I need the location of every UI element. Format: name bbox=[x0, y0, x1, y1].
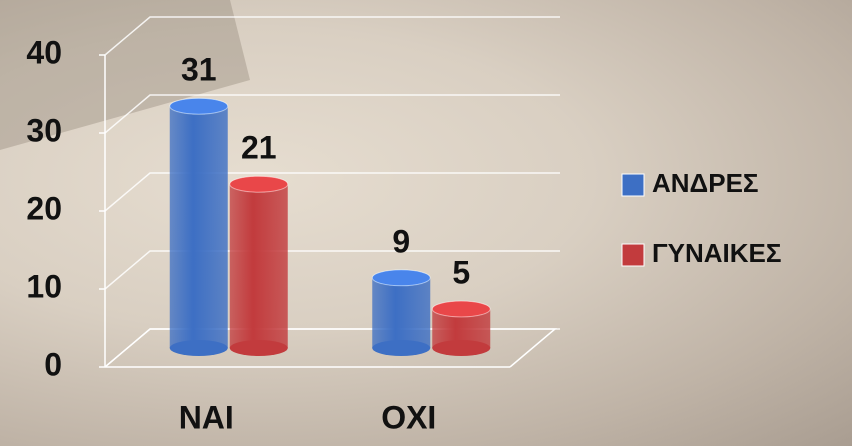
data-label: 21 bbox=[241, 130, 277, 166]
data-label: 5 bbox=[452, 254, 470, 290]
bar bbox=[229, 184, 288, 348]
y-tick-label: 0 bbox=[44, 346, 62, 382]
legend-label: ΑΝΔΡΕΣ bbox=[652, 168, 759, 198]
data-label: 31 bbox=[181, 52, 217, 88]
y-tick-label: 30 bbox=[26, 112, 62, 148]
data-label: 9 bbox=[392, 223, 410, 259]
legend-swatch bbox=[621, 243, 645, 267]
bar bbox=[372, 277, 431, 348]
x-tick-label: ΟΧΙ bbox=[381, 399, 436, 435]
grid-line bbox=[104, 94, 560, 134]
y-tick-label: 40 bbox=[26, 34, 62, 70]
bar bbox=[169, 106, 228, 348]
grid-line bbox=[104, 250, 560, 290]
background-shade bbox=[0, 0, 250, 150]
y-tick-label: 10 bbox=[26, 268, 62, 304]
bar-cap bbox=[371, 269, 431, 287]
x-tick-label: ΝΑΙ bbox=[179, 399, 234, 435]
grid-line bbox=[104, 16, 560, 56]
bar-cap bbox=[229, 175, 289, 193]
grid-line bbox=[104, 172, 560, 212]
floor bbox=[104, 328, 558, 368]
y-tick-label: 20 bbox=[26, 190, 62, 226]
legend-label: ΓΥΝΑΙΚΕΣ bbox=[652, 238, 781, 268]
bar-cap bbox=[169, 97, 229, 115]
legend-swatch bbox=[621, 173, 645, 197]
bar-cap bbox=[431, 300, 491, 318]
